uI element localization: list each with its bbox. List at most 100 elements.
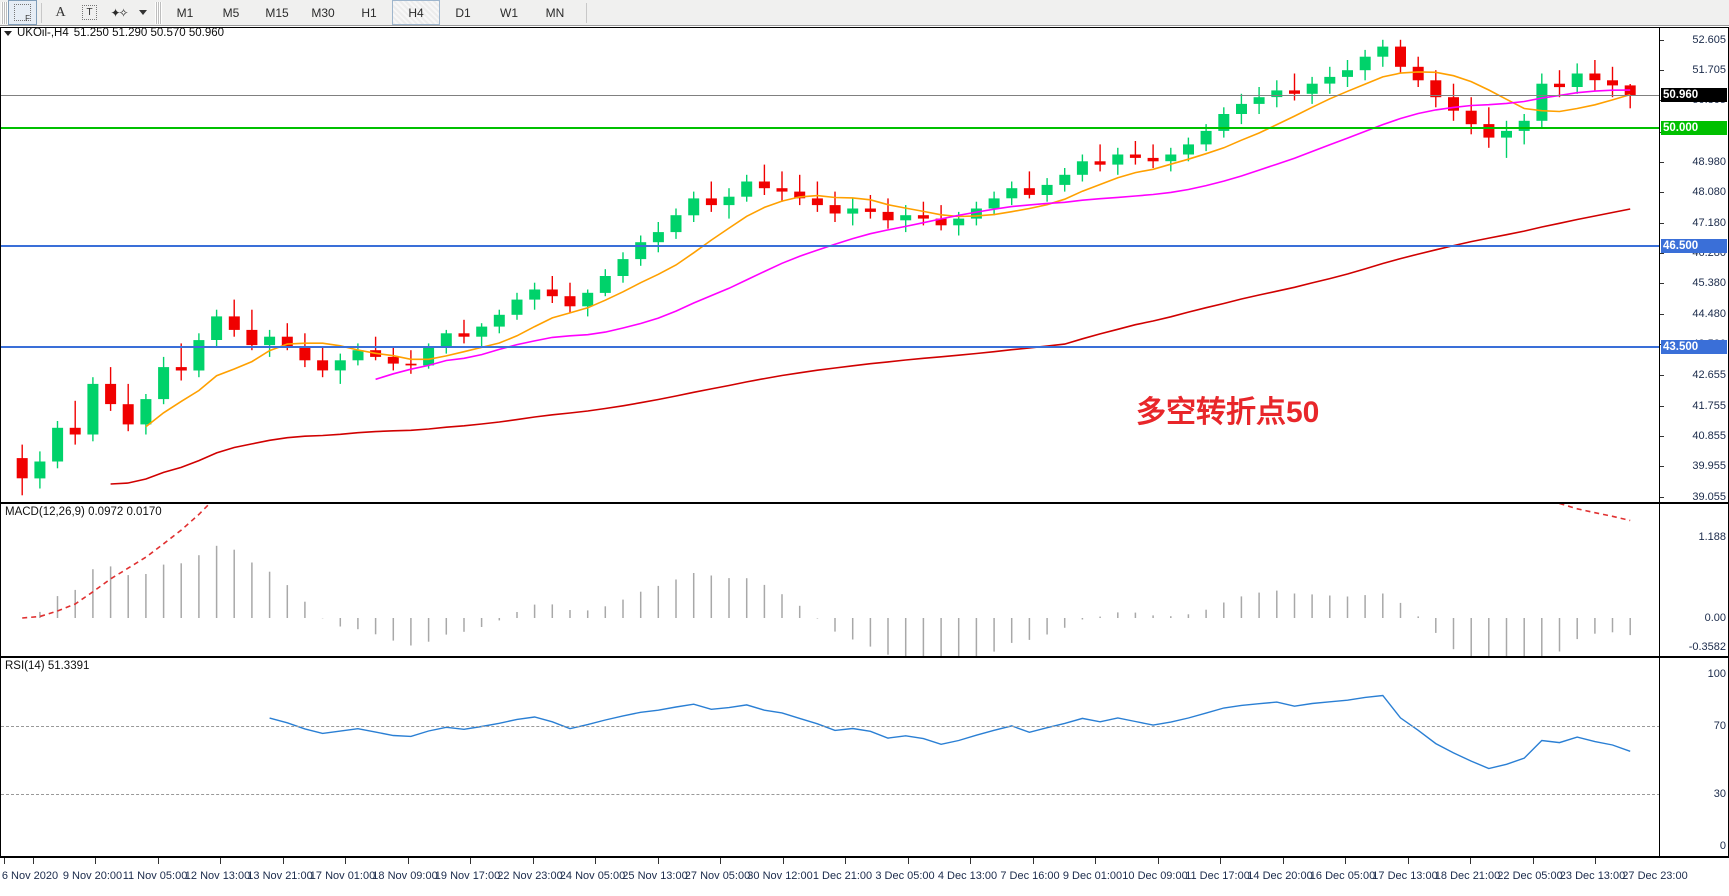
price-axis-tick: [1660, 496, 1664, 498]
time-axis-label: 27 Nov 05:00: [684, 870, 751, 882]
rsi-axis-label: 0: [1719, 840, 1726, 852]
collapse-triangle-icon[interactable]: [4, 30, 12, 36]
time-axis-label: 18 Nov 09:00: [372, 870, 438, 882]
symbol-label: UKOil-,H4: [17, 27, 69, 39]
timeframe-mn[interactable]: MN: [545, 5, 565, 20]
rsi-axis-label: 100: [1707, 668, 1726, 680]
macd-axis-label: 0.00: [1704, 612, 1726, 624]
price-axis-tick: [1660, 253, 1664, 255]
time-axis-label: 6 Nov 2020: [1, 870, 59, 882]
price-axis-label: 39.055: [1692, 490, 1726, 503]
price-axis-label: 40.855: [1692, 430, 1726, 443]
time-axis-label: 22 Dec 05:00: [1497, 870, 1563, 882]
time-axis-tick: [1345, 858, 1346, 864]
rsi-title: RSI(14) 51.3391: [5, 660, 90, 672]
time-axis-tick: [782, 858, 784, 864]
price-axis-tick: [1660, 222, 1664, 224]
timeframe-m15[interactable]: M15: [265, 5, 289, 20]
price-axis-tick: [1660, 39, 1664, 41]
time-axis-tick: [907, 858, 909, 864]
price-axis-tick: [1660, 375, 1664, 377]
time-axis-tick: [720, 858, 721, 864]
level-50-line: [1, 126, 1660, 129]
time-axis-tick: [32, 858, 34, 864]
level-435-tag[interactable]: 43.500: [1661, 339, 1727, 354]
time-axis-label: 25 Nov 13:00: [622, 870, 688, 882]
time-axis-label: 18 Dec 21:00: [1434, 870, 1501, 882]
time-axis-label: 14 Dec 20:00: [1247, 870, 1313, 882]
time-axis-tick: [157, 858, 159, 864]
time-axis-label: 17 Nov 01:00: [309, 870, 376, 882]
timeframe-w1[interactable]: W1: [500, 5, 518, 20]
time-axis-label: 30 Nov 12:00: [747, 870, 813, 882]
timeframe-d1[interactable]: D1: [455, 5, 471, 20]
time-axis-tick: [4, 858, 5, 864]
price-axis-tick: [1660, 313, 1664, 315]
time-axis-tick: [657, 858, 659, 864]
rsi-pane[interactable]: RSI(14) 51.3391 100 70 30 0: [0, 657, 1729, 857]
rsi-plot-area[interactable]: RSI(14) 51.3391: [1, 658, 1660, 856]
toolbar-divider-2: [586, 2, 587, 23]
price-axis-label: 44.480: [1692, 307, 1726, 320]
time-axis-label: 13 Nov 21:00: [247, 870, 313, 882]
time-axis-label: 10 Dec 09:00: [1122, 870, 1188, 882]
time-axis-label: 3 Dec 05:00: [875, 870, 935, 882]
time-axis-label: 9 Nov 20:00: [62, 870, 123, 882]
rsi-30-line: [1, 794, 1660, 796]
bid-price-tag[interactable]: 50.960: [1661, 88, 1727, 103]
time-axis-tick: [970, 858, 971, 864]
macd-series: [22, 504, 1631, 656]
price-axis-label: 47.180: [1692, 216, 1726, 229]
level-465-tag[interactable]: 46.500: [1661, 238, 1727, 253]
timeframe-h1[interactable]: H1: [361, 5, 377, 20]
macd-plot-area[interactable]: MACD(12,26,9) 0.0972 0.0170: [1, 504, 1660, 656]
time-axis-tick: [282, 858, 284, 864]
time-axis-label: 19 Nov 17:00: [434, 870, 501, 882]
time-axis-label: 1 Dec 21:00: [812, 870, 873, 882]
rsi-70-line: [1, 725, 1660, 727]
bid-price-line: [1, 94, 1660, 96]
rsi-axis-label: 70: [1713, 719, 1726, 732]
time-axis-label: 27 Dec 23:00: [1622, 870, 1688, 882]
macd-axis[interactable]: 1.188 0.00 -0.3582: [1659, 504, 1728, 656]
rsi-series: [269, 694, 1631, 770]
time-axis[interactable]: 6 Nov 2020 9 Nov 20:00 11 Nov 05:00 12 Nov …: [0, 857, 1729, 896]
toolbar-grip-1[interactable]: [1, 1, 8, 24]
time-axis-tick: [1470, 858, 1471, 864]
time-axis-tick: [1220, 858, 1221, 864]
chart-annotation: 多空转折点50: [1136, 396, 1320, 430]
time-axis-tick: [595, 858, 596, 864]
time-axis-tick: [220, 858, 221, 864]
timeframe-m30[interactable]: M30: [311, 5, 335, 20]
crosshair-f-icon[interactable]: [8, 0, 37, 25]
rsi-axis[interactable]: 100 70 30 0: [1659, 658, 1728, 856]
price-axis-label: 45.380: [1692, 277, 1726, 290]
price-axis[interactable]: 52.60551.70550.80549.88048.98048.08047.1…: [1659, 28, 1728, 503]
text-label-icon[interactable]: T: [75, 0, 104, 25]
main-toolbar: A T ✦✧ M1 M5 M15 M30 H1 H4 D1 W1 MN: [0, 0, 1729, 26]
timeframe-m1[interactable]: M1: [176, 5, 194, 20]
level-50-tag[interactable]: 50.000: [1661, 120, 1727, 135]
drawing-objects-dropdown-icon[interactable]: [133, 0, 149, 25]
price-axis-label: 41.755: [1692, 399, 1726, 412]
price-plot-area[interactable]: 多空转折点50: [1, 28, 1660, 502]
time-axis-tick: [1595, 858, 1596, 864]
text-object-icon[interactable]: A: [55, 4, 66, 20]
time-axis-tick: [845, 858, 846, 864]
drawing-objects-icon[interactable]: ✦✧: [110, 5, 128, 20]
price-axis-tick: [1660, 405, 1664, 407]
timeframe-h4[interactable]: H4: [392, 0, 440, 25]
time-axis-label: 16 Dec 05:00: [1309, 870, 1376, 882]
macd-pane[interactable]: MACD(12,26,9) 0.0972 0.0170 1.188 0.00 -0.…: [0, 503, 1729, 657]
price-axis-tick: [1660, 283, 1664, 285]
time-axis-label: 17 Dec 13:00: [1372, 870, 1438, 882]
time-axis-tick: [1532, 858, 1534, 864]
time-axis-label: 22 Nov 23:00: [497, 870, 563, 882]
timeframe-m5[interactable]: M5: [222, 5, 240, 20]
time-axis-label: 7 Dec 16:00: [1000, 870, 1060, 882]
toolbar-grip-2[interactable]: [155, 1, 162, 24]
price-pane[interactable]: 多空转折点50 52.60551.70550.80549.88048.98048…: [0, 27, 1729, 503]
time-axis-tick: [1407, 858, 1409, 864]
toolbar-divider-1: [41, 2, 42, 23]
